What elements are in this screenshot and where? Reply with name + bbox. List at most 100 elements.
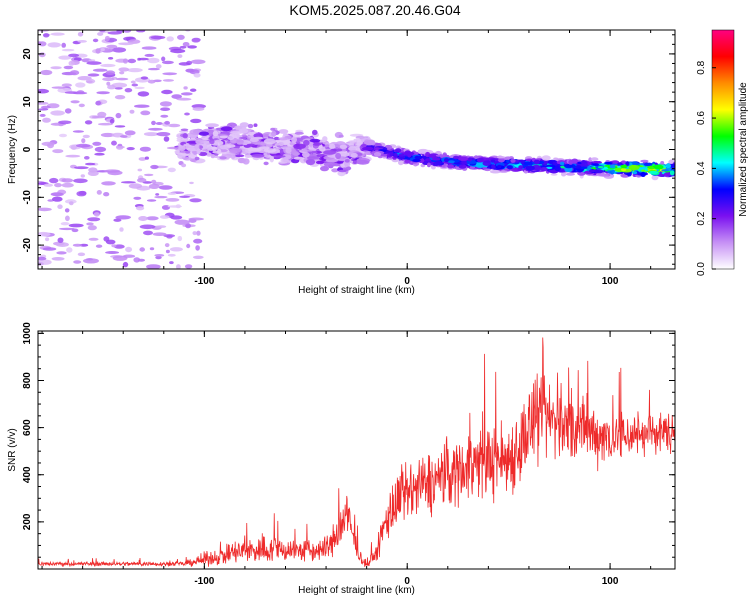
spectrogram-cell [431,157,441,161]
spectrogram-cell [510,158,516,163]
spectrogram-cell [49,177,59,184]
spectrogram-cell [632,171,638,175]
spectrogram-cell [182,42,190,47]
spectrogram-cell [130,80,136,84]
spectrogram-cell [101,181,116,186]
spectrogram-cell [137,91,150,97]
spectrogram-cell [144,53,155,57]
spectrogram-cell [523,161,533,166]
spectrogram-cell [352,160,358,165]
spectrogram-cell [665,163,672,168]
spectrogram-cell [394,148,402,153]
spectrogram-cell [247,123,254,129]
spectrogram-cell [660,161,665,165]
spectrogram-cell [102,77,115,82]
spectrogram-cell [209,139,215,145]
spectrogram-cell [425,158,432,162]
spectrogram-cell [414,155,423,160]
spectrogram-cell [428,153,440,159]
spectrogram-cell [38,101,49,105]
spectrogram-cell [227,136,235,140]
spectrogram-cell [274,143,281,146]
spectrogram-cell [506,165,513,170]
spectrogram-cell [52,196,63,202]
spectrogram-cell [88,237,99,241]
spectrogram-cell [246,143,256,147]
spectrogram-cell [167,167,176,173]
spectrogram-cell [303,139,310,146]
spectrogram-cell [40,105,51,109]
spectrogram-cell [525,165,535,171]
spectrogram-cell [190,59,206,65]
spectrogram-cell [258,146,270,150]
spectrogram-cell [189,181,194,185]
spectrogram-cell [212,130,219,137]
spectrogram-cell [552,162,558,166]
spectrogram-cell [219,156,227,160]
spectrogram-cell [292,152,301,156]
spectrogram-cell [219,144,228,150]
colorbar-label: Normalized spectral amplitude [738,82,749,217]
spectrogram-cell [136,30,146,33]
spectrogram-cell [50,110,65,116]
spectrogram-cell [156,132,171,137]
spectrogram-cell [144,156,149,160]
spectrogram-marks [38,30,675,269]
spectrogram-cell [87,170,99,176]
spectrogram-cell [148,127,163,131]
spectrogram-cell [182,133,188,139]
spectrogram-cell [194,156,200,161]
spectrogram-cell [106,81,111,86]
spectrogram-cell [453,155,459,160]
spectrogram-cell [234,154,245,158]
spectrogram-cell [163,136,170,142]
spectrogram-cell [592,161,603,164]
spectrogram-cell [176,138,190,143]
spectrogram-cell [122,30,132,33]
spectrogram-cell [192,107,205,111]
snr-frame [37,330,676,570]
spectrogram-cell [134,86,145,90]
spectrogram-cell [170,48,186,54]
spectrogram-cell [540,167,548,172]
spectrogram-cell [120,181,136,184]
spectrogram-cell [84,120,93,125]
spectrogram-cell [187,45,198,49]
spectrogram-cell [84,156,90,160]
spectrogram-cell [499,170,508,173]
spectrogram-cell [331,168,339,173]
spectrogram-cell [115,112,122,119]
x-tick-label: 0 [404,276,410,287]
spectrogram-cell [553,157,559,160]
spectrogram-cell [497,158,505,163]
spectrogram-cell [323,162,337,167]
spectrogram-cell [38,232,51,237]
spectrogram-cell [236,134,243,138]
spectrogram-cell [363,139,376,146]
spectrogram-cell [210,154,215,159]
spectrogram-cell [293,156,305,160]
spectrogram-cell [195,139,204,145]
spectrogram-cell [169,247,183,252]
spectrogram-cell [541,155,551,161]
spectrogram-cell [98,122,113,126]
spectrogram-cell [148,183,160,189]
spectrogram-cell [64,108,72,114]
spectrogram-cell [564,164,574,169]
spectrogram-cell [640,159,649,163]
spectrogram-cell [191,38,201,43]
spectrogram-cell [220,126,233,132]
spectrogram-cell [161,56,166,62]
spectrogram-cell [648,166,655,170]
spectrogram-cell [165,198,180,202]
spectrogram-cell [273,155,286,158]
y-tick-label: 400 [22,466,33,483]
spectrogram-cell [116,145,125,149]
spectrogram-cell [72,130,84,133]
spectrogram-cell [138,216,148,221]
spectrogram-cell [164,120,171,125]
spectrogram-cell [336,161,344,164]
spectrogram-cell [42,117,51,123]
spectrogram-cell [404,159,411,164]
spectrogram-cell [167,123,181,128]
